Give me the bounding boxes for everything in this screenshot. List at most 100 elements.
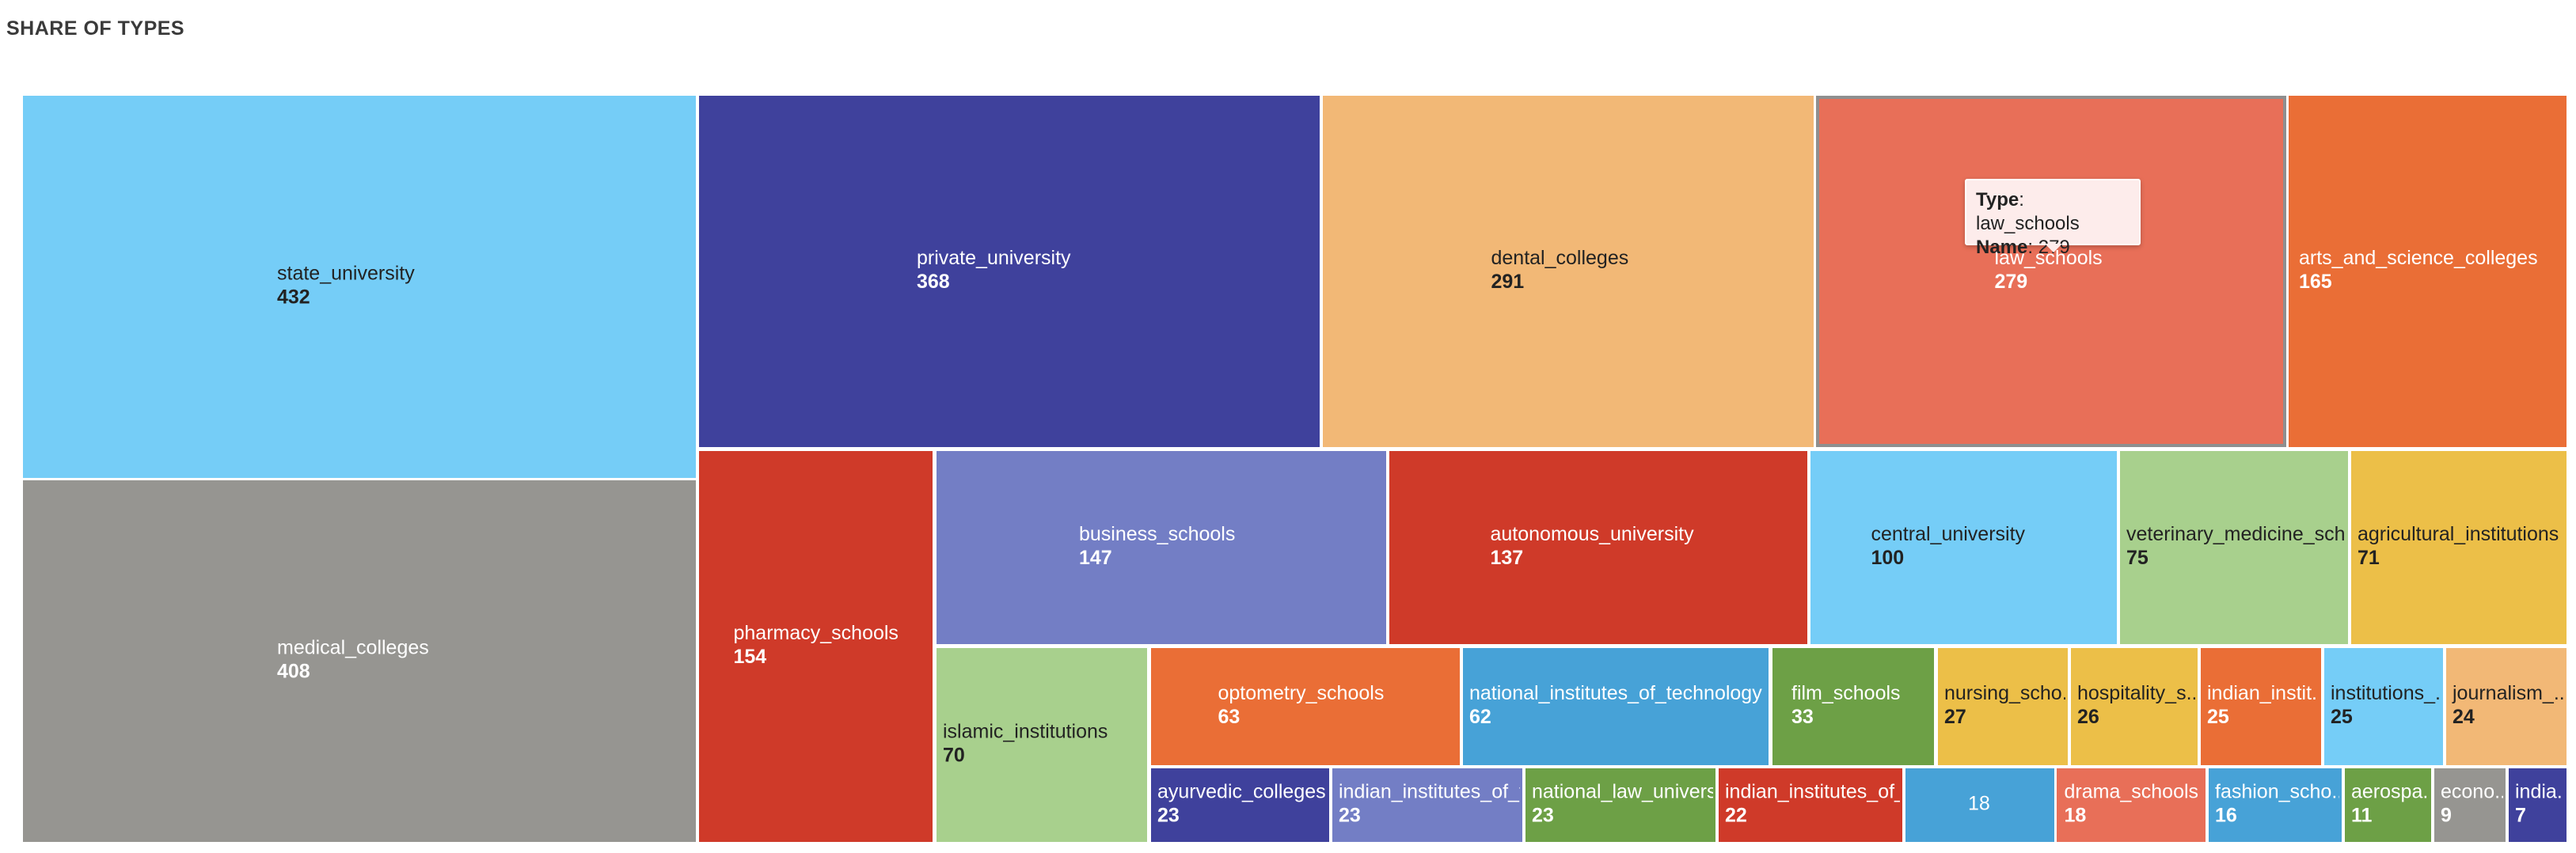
- treemap-tile[interactable]: econo...9: [2434, 768, 2511, 842]
- tile-rect[interactable]: [1463, 648, 1769, 765]
- treemap-tile[interactable]: national_law_universi...23: [1525, 768, 1738, 842]
- tile-rect[interactable]: [1719, 768, 1902, 842]
- treemap-tile[interactable]: journalism_...24: [2446, 648, 2570, 765]
- tile-rect[interactable]: [699, 451, 933, 842]
- tile-rect[interactable]: [2324, 648, 2443, 765]
- tile-rect[interactable]: [2120, 451, 2348, 644]
- tile-label: dental_colleges: [1491, 247, 1629, 269]
- treemap-tile[interactable]: veterinary_medicine_scho...75: [2120, 451, 2373, 644]
- tile-rect[interactable]: [2057, 768, 2206, 842]
- tooltip-name-key: Name: [1976, 237, 2028, 258]
- tile-label: business_schools: [1079, 523, 1235, 545]
- tile-value: 25: [2207, 706, 2229, 728]
- tile-rect[interactable]: [2509, 768, 2567, 842]
- tile-label: national_law_universi...: [1532, 781, 1738, 803]
- tile-label: islamic_institutions: [943, 721, 1108, 743]
- tooltip-type-value: law_schools: [1976, 213, 2080, 234]
- tile-rect[interactable]: [2289, 96, 2567, 447]
- tile-value: 16: [2215, 805, 2237, 827]
- tile-rect[interactable]: [1323, 96, 1814, 447]
- tile-value: 432: [277, 286, 310, 309]
- tile-rect[interactable]: [699, 96, 1320, 447]
- tile-rect[interactable]: [2071, 648, 2198, 765]
- tile-value: 26: [2077, 706, 2099, 728]
- tile-rect[interactable]: [1525, 768, 1715, 842]
- tile-value: 279: [1995, 271, 2028, 293]
- tile-label: institutions_...: [2331, 682, 2452, 704]
- tile-label: private_university: [917, 247, 1071, 269]
- tile-rect[interactable]: [1938, 648, 2068, 765]
- tile-rect[interactable]: [23, 96, 696, 478]
- tile-rect[interactable]: [1389, 451, 1807, 644]
- treemap-tile[interactable]: india...7: [2509, 768, 2574, 842]
- tile-label: ayurvedic_colleges: [1157, 781, 1326, 803]
- tile-rect[interactable]: [1810, 451, 2117, 644]
- tile-value: 147: [1079, 547, 1112, 569]
- tile-rect[interactable]: [2446, 648, 2567, 765]
- tile-value: 63: [1218, 706, 1241, 728]
- tile-rect[interactable]: [2351, 451, 2567, 644]
- treemap-tile[interactable]: hospitality_s...26: [2071, 648, 2202, 765]
- tile-value: 70: [943, 745, 965, 767]
- tile-label: indian_institutes_of_...: [1725, 781, 1922, 803]
- tile-rect[interactable]: [2345, 768, 2431, 842]
- tile-value: 62: [1469, 706, 1491, 728]
- treemap-tile[interactable]: 18: [1905, 768, 2054, 842]
- tile-rect[interactable]: [1151, 768, 1329, 842]
- treemap-tile[interactable]: indian_instit...25: [2201, 648, 2328, 765]
- tile-rect[interactable]: [937, 648, 1147, 842]
- tile-value: 137: [1491, 547, 1524, 569]
- tile-rect[interactable]: [1905, 768, 2054, 842]
- tile-rect[interactable]: [1332, 768, 1522, 842]
- tile-rect[interactable]: [1816, 96, 2286, 447]
- tooltip-type-row: Type: law_schools: [1976, 189, 2080, 234]
- tile-value: 7: [2515, 805, 2526, 827]
- tile-rect[interactable]: [937, 451, 1386, 644]
- tile-label: india...: [2515, 781, 2574, 803]
- tile-value: 25: [2331, 706, 2353, 728]
- tile-value: 165: [2299, 271, 2332, 293]
- tile-value: 18: [2065, 805, 2087, 827]
- tile-rect[interactable]: [2209, 768, 2342, 842]
- tile-value: 154: [734, 646, 767, 668]
- treemap-tile[interactable]: law_schools 279: [1816, 96, 2286, 447]
- tile-rect[interactable]: [1772, 648, 1934, 765]
- tile-rect[interactable]: [2434, 768, 2506, 842]
- tile-value: 23: [1532, 805, 1554, 827]
- tile-label: aerospa...: [2351, 781, 2439, 803]
- tile-value: 27: [1944, 706, 1966, 728]
- treemap-tile[interactable]: indian_institutes_of_t...23: [1332, 768, 1541, 842]
- tile-value: 11: [2351, 805, 2373, 827]
- treemap-tile[interactable]: indian_institutes_of_...22: [1719, 768, 1922, 842]
- tile-value: 22: [1725, 805, 1747, 827]
- tile-value: 24: [2453, 706, 2475, 728]
- treemap-tile[interactable]: institutions_...25: [2324, 648, 2452, 765]
- tile-label: film_schools: [1791, 682, 1901, 704]
- treemap-tile[interactable]: fashion_scho...16: [2209, 768, 2348, 842]
- tile-rect[interactable]: [23, 480, 696, 842]
- tile-label: optometry_schools: [1218, 682, 1385, 704]
- tile-rect[interactable]: [1151, 648, 1460, 765]
- tile-label: indian_institutes_of_t...: [1339, 781, 1541, 803]
- tile-value: 100: [1871, 547, 1905, 569]
- tile-rect[interactable]: [2201, 648, 2321, 765]
- tile-value: 368: [917, 271, 950, 293]
- treemap-tile[interactable]: nursing_scho...27: [1938, 648, 2079, 765]
- treemap-tile[interactable]: aerospa...11: [2345, 768, 2439, 842]
